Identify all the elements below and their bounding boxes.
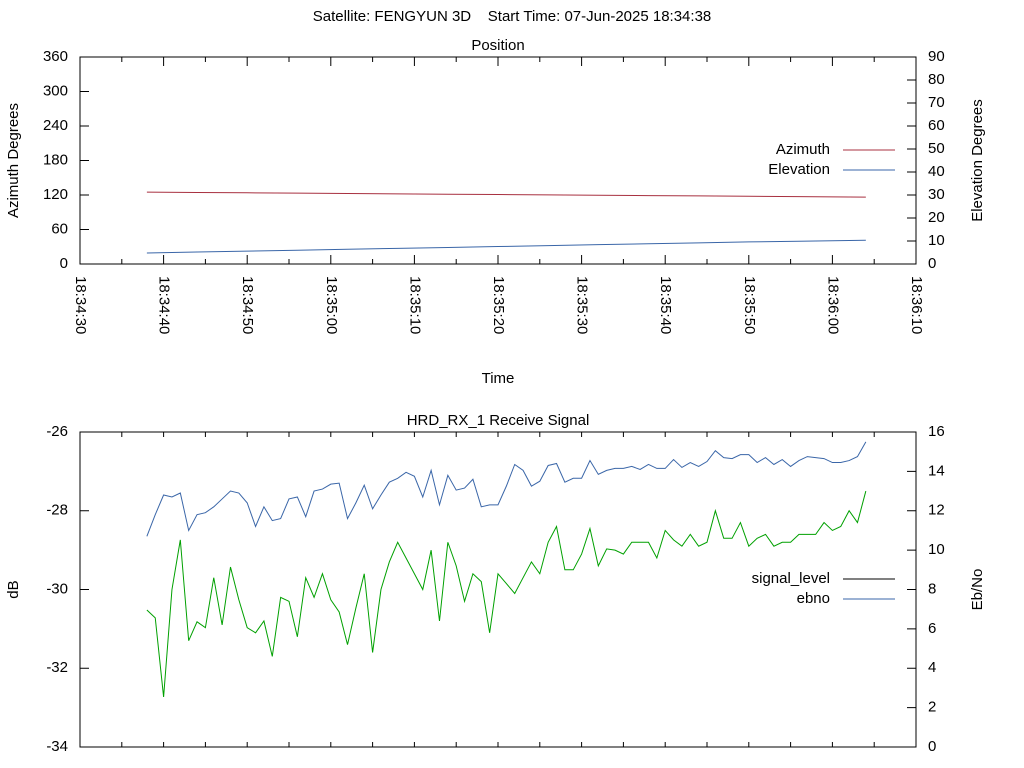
y-tick-label: -32 (46, 659, 68, 676)
y2-tick-label: 8 (928, 580, 936, 597)
y-tick-label: 180 (43, 151, 68, 168)
x-tick-label: 18:34:50 (239, 276, 256, 334)
y2-tick-label: 14 (928, 462, 945, 479)
y-tick-label: 240 (43, 117, 68, 134)
y-tick-label: 0 (60, 255, 68, 272)
y2-tick-label: 0 (928, 255, 936, 272)
y2-tick-label: 0 (928, 738, 936, 755)
y2-tick-label: 2 (928, 699, 936, 716)
series-line (146, 490, 867, 698)
x-tick-label: 18:34:30 (72, 276, 89, 334)
x-tick-label: 18:35:30 (574, 276, 591, 334)
y-tick-label: 60 (51, 220, 68, 237)
legend-label: signal_level (752, 570, 830, 587)
x-tick-label: 18:34:40 (156, 276, 173, 334)
page-header: Satellite: FENGYUN 3D Start Time: 07-Jun… (313, 8, 712, 25)
x-tick-label: 18:35:10 (406, 276, 423, 334)
legend-label: Azimuth (776, 141, 830, 158)
chart-title: HRD_RX_1 Receive Signal (407, 412, 590, 429)
y-axis-label: Azimuth Degrees (5, 103, 22, 218)
y-tick-label: -34 (46, 738, 68, 755)
series-line (146, 441, 867, 537)
x-axis-label: Time (482, 370, 515, 387)
y-axis-label: dB (5, 580, 22, 598)
y2-tick-label: 50 (928, 140, 945, 157)
y-tick-label: -28 (46, 502, 68, 519)
y2-axis-label: Eb/No (969, 569, 986, 611)
y-tick-label: 360 (43, 48, 68, 65)
x-tick-label: 18:36:10 (908, 276, 925, 334)
y2-tick-label: 20 (928, 209, 945, 226)
y2-tick-label: 10 (928, 541, 945, 558)
x-tick-label: 18:35:20 (490, 276, 507, 334)
y-tick-label: 120 (43, 186, 68, 203)
y2-tick-label: 60 (928, 117, 945, 134)
series-line (146, 239, 866, 254)
y2-axis-label: Elevation Degrees (969, 99, 986, 222)
legend-label: ebno (797, 590, 830, 607)
legend-label: Elevation (768, 161, 830, 178)
y2-tick-label: 70 (928, 94, 945, 111)
x-tick-label: 18:35:00 (323, 276, 340, 334)
y2-tick-label: 40 (928, 163, 945, 180)
y2-tick-label: 10 (928, 232, 945, 249)
y-tick-label: -26 (46, 423, 68, 440)
series-line (146, 191, 866, 198)
y2-tick-label: 12 (928, 502, 945, 519)
x-tick-label: 18:35:40 (657, 276, 674, 334)
y2-tick-label: 30 (928, 186, 945, 203)
x-tick-label: 18:36:00 (824, 276, 841, 334)
x-tick-label: 18:35:50 (741, 276, 758, 334)
y2-tick-label: 4 (928, 659, 936, 676)
y2-tick-label: 6 (928, 620, 936, 637)
y2-tick-label: 90 (928, 48, 945, 65)
chart-title: Position (471, 37, 524, 54)
y-tick-label: -30 (46, 580, 68, 597)
y2-tick-label: 16 (928, 423, 945, 440)
y2-tick-label: 80 (928, 71, 945, 88)
y-tick-label: 300 (43, 82, 68, 99)
